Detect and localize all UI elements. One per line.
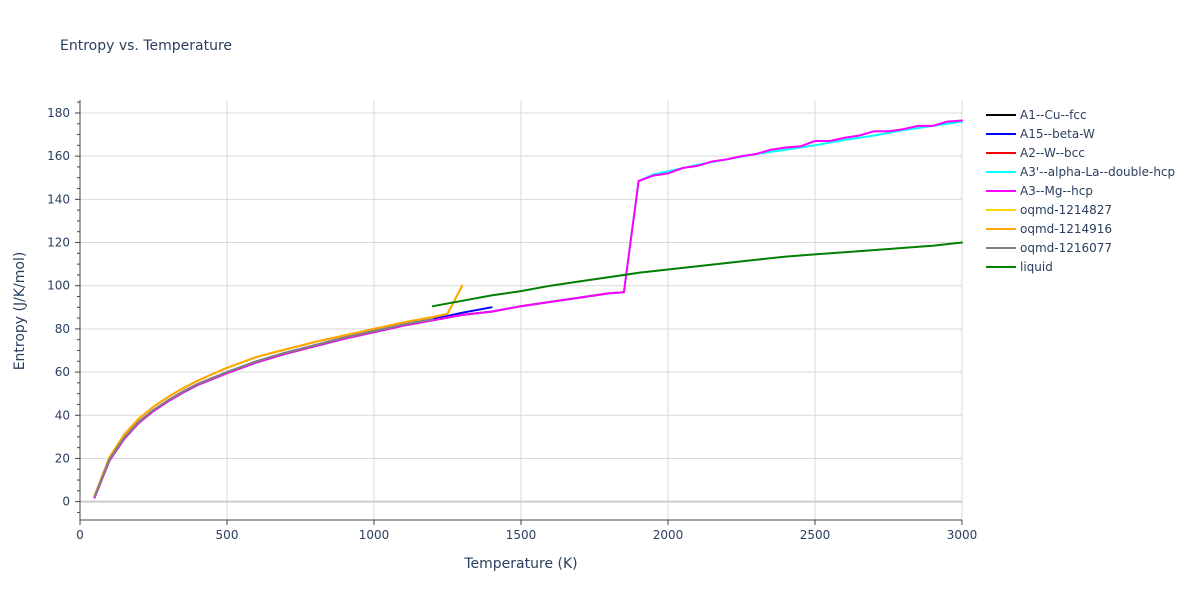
y-tick-label: 80 — [55, 322, 70, 336]
grid — [80, 100, 963, 520]
legend-label: A3--Mg--hcp — [1020, 184, 1093, 198]
legend-item[interactable]: A1--Cu--fcc — [986, 108, 1087, 122]
y-tick-label: 180 — [47, 106, 70, 120]
series-line-6 — [93, 284, 464, 497]
y-tick-label: 140 — [47, 192, 70, 206]
legend-label: A1--Cu--fcc — [1020, 108, 1087, 122]
y-tick-label: 0 — [62, 495, 70, 509]
legend-label: A2--W--bcc — [1020, 146, 1085, 160]
x-tick-label: 500 — [216, 528, 239, 542]
x-tick-label: 0 — [76, 528, 84, 542]
x-tick-label: 1000 — [359, 528, 390, 542]
legend-label: oqmd-1216077 — [1020, 241, 1112, 255]
legend-item[interactable]: oqmd-1216077 — [986, 241, 1112, 255]
legend-item[interactable]: A15--beta-W — [986, 127, 1095, 141]
legend-item[interactable]: A2--W--bcc — [986, 146, 1085, 160]
legend-label: A15--beta-W — [1020, 127, 1095, 141]
legend-item[interactable]: A3'--alpha-La--double-hcp — [986, 165, 1175, 179]
x-axis-title: Temperature (K) — [463, 556, 577, 572]
chart-title: Entropy vs. Temperature — [60, 38, 232, 54]
y-tick-label: 100 — [47, 279, 70, 293]
series-line-7 — [93, 318, 434, 498]
x-tick-label: 2000 — [653, 528, 684, 542]
x-tick-label: 1500 — [506, 528, 537, 542]
y-axis-title: Entropy (J/K/mol) — [12, 252, 28, 371]
x-tick-label: 3000 — [947, 528, 978, 542]
y-tick-label: 120 — [47, 236, 70, 250]
y-tick-label: 20 — [55, 451, 70, 465]
y-tick-label: 60 — [55, 365, 70, 379]
legend: A1--Cu--fcc A15--beta-W A2--W--bcc A3'--alp… — [986, 108, 1175, 274]
x-tick-label: 2500 — [800, 528, 831, 542]
legend-item[interactable]: oqmd-1214916 — [986, 222, 1112, 236]
legend-label: liquid — [1020, 260, 1053, 274]
legend-item[interactable]: liquid — [986, 260, 1053, 274]
series-lines — [93, 119, 963, 499]
legend-label: A3'--alpha-La--double-hcp — [1020, 165, 1175, 179]
legend-item[interactable]: A3--Mg--hcp — [986, 184, 1093, 198]
legend-label: oqmd-1214916 — [1020, 222, 1112, 236]
y-tick-label: 160 — [47, 149, 70, 163]
legend-item[interactable]: oqmd-1214827 — [986, 203, 1112, 217]
y-tick-label: 40 — [55, 408, 70, 422]
legend-label: oqmd-1214827 — [1020, 203, 1112, 217]
axes: 0 500 1000 1500 2000 2500 3000 0 20 40 60 80 100 120 1… — [47, 100, 977, 542]
series-line-8 — [431, 241, 963, 308]
